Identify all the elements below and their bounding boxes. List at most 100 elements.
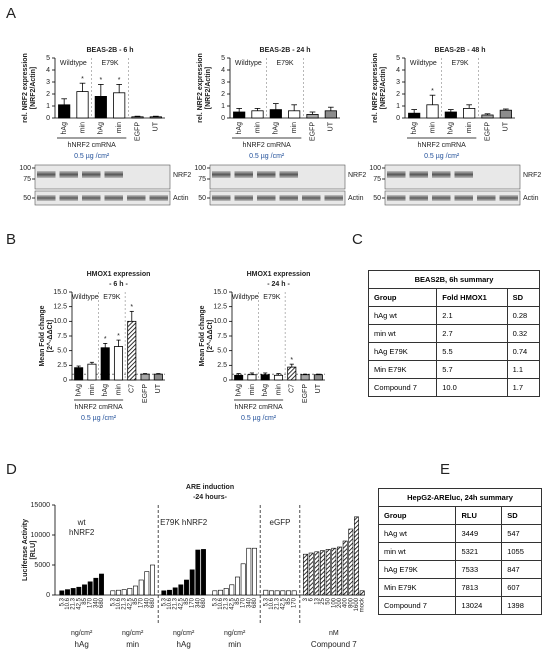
bar bbox=[273, 374, 284, 381]
x-tick-label: 200 bbox=[337, 597, 343, 608]
bar bbox=[93, 577, 99, 596]
bar bbox=[167, 589, 172, 596]
x-tick-label: hAg bbox=[75, 384, 82, 397]
blot-band bbox=[234, 195, 253, 201]
blot-band bbox=[37, 171, 56, 178]
x-tick-label: min bbox=[254, 122, 261, 133]
column-header: Fold HMOX1 bbox=[436, 288, 508, 307]
y-tick-label: 3 bbox=[221, 79, 225, 86]
table-cell: 5321 bbox=[455, 542, 503, 561]
bar bbox=[260, 374, 270, 381]
dose-unit: ng/cm² bbox=[173, 630, 195, 637]
y-axis-label: rel. NRF2 expression bbox=[372, 53, 379, 123]
y-tick-label: 4 bbox=[221, 67, 225, 74]
y-tick-label: 15000 bbox=[31, 502, 51, 509]
bar bbox=[337, 546, 342, 596]
x-tick-label: 42.5 bbox=[178, 597, 184, 609]
table-row: Group Fold HMOX1 SD bbox=[367, 288, 541, 307]
blot-band-label: Actin bbox=[348, 195, 364, 202]
x-tick-label: 680 bbox=[99, 597, 105, 608]
y-tick-label: 4 bbox=[46, 67, 50, 74]
bar bbox=[499, 109, 512, 119]
blot-band bbox=[387, 195, 406, 201]
group-label: Wildtype bbox=[410, 60, 437, 67]
x-axis-label: hNRF2 cmRNA bbox=[418, 142, 467, 149]
bar bbox=[269, 109, 282, 119]
table-row: hAg E79K 5.5 0.74 bbox=[367, 342, 541, 361]
bar bbox=[481, 114, 494, 119]
blot-band bbox=[257, 195, 276, 201]
blot-band bbox=[454, 195, 473, 201]
x-tick-label: 85 bbox=[286, 597, 292, 604]
bar bbox=[59, 590, 65, 596]
y-tick-label: 10.0 bbox=[213, 318, 227, 325]
table-cell: Min E79K bbox=[377, 578, 457, 597]
significance-star: * bbox=[118, 77, 121, 84]
blot-marker: 50 bbox=[373, 195, 381, 202]
table-cell: 1398 bbox=[501, 596, 542, 615]
y-tick-label: 2 bbox=[396, 91, 400, 98]
group-name: min bbox=[126, 640, 139, 649]
table-cell: min wt bbox=[367, 324, 438, 343]
x-tick-label: 10.6 bbox=[116, 597, 122, 609]
x-tick-label: hAg bbox=[236, 122, 243, 135]
table-row: Min E79K 5.7 1.1 bbox=[367, 360, 541, 379]
bar bbox=[189, 569, 195, 596]
y-tick-label: 5.0 bbox=[217, 348, 227, 355]
table-row: Compound 7 13024 1398 bbox=[377, 596, 542, 615]
y-tick-label: 7.5 bbox=[217, 333, 227, 340]
blot-band bbox=[59, 195, 78, 201]
group-label: wt bbox=[77, 518, 87, 527]
x-tick-label: UT bbox=[153, 121, 160, 131]
significance-star: * bbox=[290, 357, 293, 364]
x-tick-label: 85 bbox=[82, 597, 88, 604]
column-header: SD bbox=[501, 506, 542, 525]
y-tick-label: 2 bbox=[221, 91, 225, 98]
table-cell: 5.5 bbox=[436, 342, 508, 361]
bar bbox=[131, 116, 144, 119]
x-tick-label: 100 bbox=[331, 597, 337, 608]
x-tick-label: 21.3 bbox=[173, 597, 179, 609]
x-tick-label: C7 bbox=[289, 384, 296, 393]
group-label: E79K bbox=[263, 294, 280, 301]
table-row: Compound 7 10.0 1.7 bbox=[367, 378, 541, 397]
group-label: Wildtype bbox=[72, 294, 99, 301]
x-tick-label: 340 bbox=[93, 597, 99, 608]
x-tick-label: min bbox=[79, 122, 86, 133]
x-tick-label: 10.6 bbox=[167, 597, 173, 609]
bar bbox=[314, 551, 320, 596]
group-name: hAg bbox=[75, 640, 89, 649]
chart-title: HMOX1 expression bbox=[247, 271, 311, 278]
table-row: Group RLU SD bbox=[377, 506, 542, 525]
group-name: Compound 7 bbox=[311, 640, 357, 649]
x-tick-label: 340 bbox=[144, 597, 150, 608]
bar bbox=[303, 553, 308, 596]
x-tick-label: 400 bbox=[343, 597, 349, 608]
blot-marker: 100 bbox=[194, 165, 206, 172]
bar bbox=[320, 550, 325, 596]
bar bbox=[172, 587, 178, 596]
blot-band bbox=[324, 195, 343, 201]
x-tick-label: 5.3 bbox=[212, 597, 218, 606]
x-tick-label: min bbox=[115, 384, 122, 395]
table-cell: hAg wt bbox=[377, 524, 457, 543]
bar bbox=[144, 571, 150, 596]
y-tick-label: 5 bbox=[396, 55, 400, 62]
x-tick-label: 10.6 bbox=[269, 597, 275, 609]
blot-marker: 100 bbox=[369, 165, 381, 172]
x-tick-label: min bbox=[291, 122, 298, 133]
y-axis-label: Mean Fold change bbox=[199, 305, 206, 366]
bar bbox=[300, 374, 310, 381]
bar bbox=[325, 549, 331, 596]
table-cell: hAg E79K bbox=[367, 342, 438, 361]
table-cell: 1.7 bbox=[506, 378, 541, 397]
blot-band bbox=[257, 171, 276, 178]
panel-letter: E bbox=[440, 461, 450, 478]
panel-letter: C bbox=[352, 231, 363, 248]
group-name: hAg bbox=[177, 640, 191, 649]
x-tick-label: EGFP bbox=[134, 122, 141, 141]
y-tick-label: 0 bbox=[63, 377, 67, 384]
x-tick-label: 170 bbox=[139, 597, 145, 608]
blot-band bbox=[104, 171, 123, 178]
